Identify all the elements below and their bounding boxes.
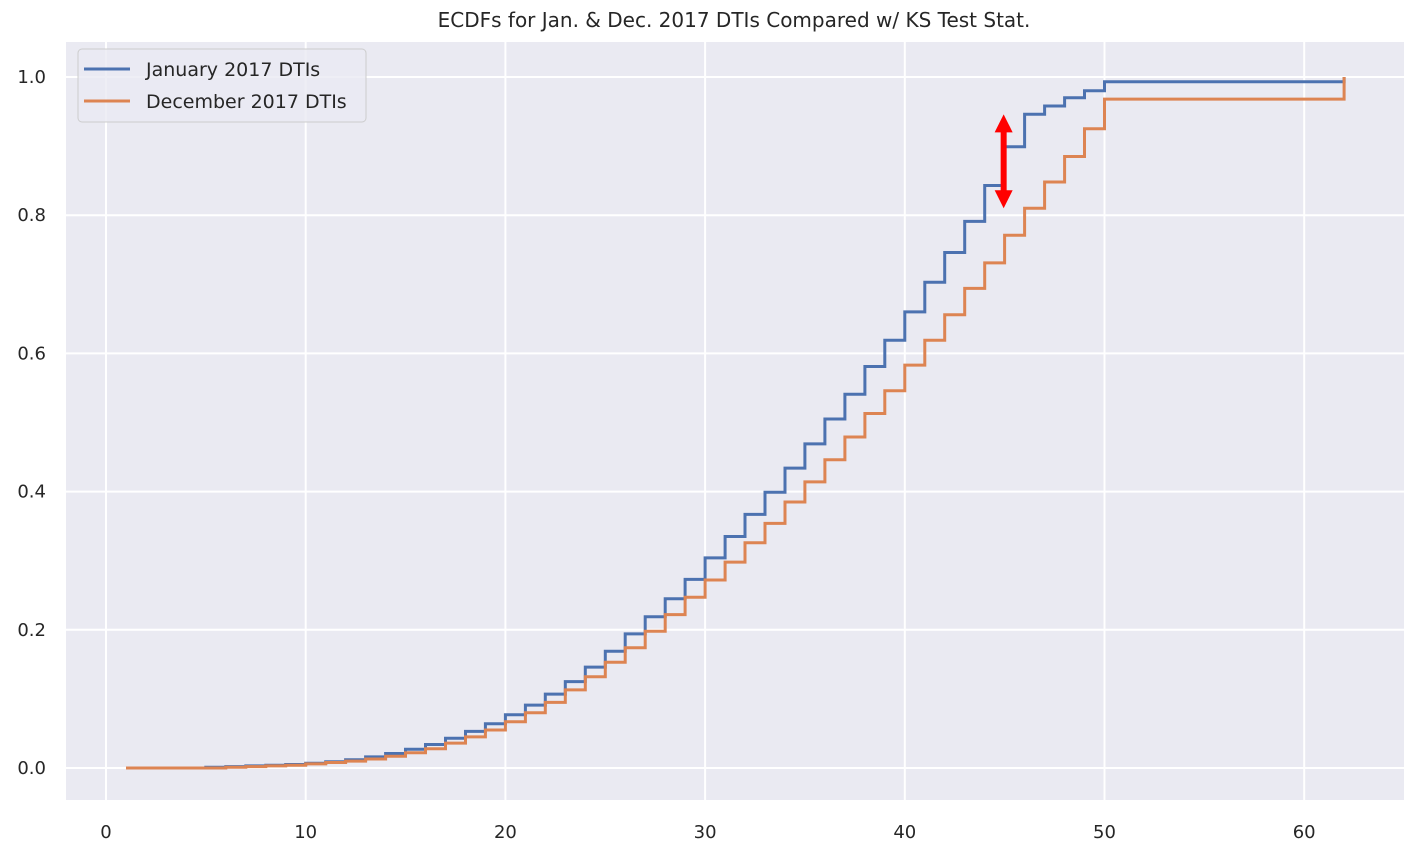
y-tick-label: 1.0: [17, 67, 46, 88]
legend-label-january: January 2017 DTIs: [145, 59, 320, 81]
ks-statistic-annotation: [994, 114, 1013, 209]
ks-arrow-head-up: [994, 114, 1013, 133]
legend-box: [77, 48, 367, 123]
ks-arrow-head-down: [994, 190, 1013, 209]
legend-label-december: December 2017 DTIs: [146, 91, 347, 113]
series-line-december: [126, 77, 1346, 770]
series-lines: [126, 77, 1346, 770]
x-tick-label: 10: [294, 822, 317, 843]
chart-title: ECDFs for Jan. & Dec. 2017 DTIs Compared…: [438, 8, 1031, 32]
x-tick-label: 20: [494, 822, 517, 843]
x-tick-label: 60: [1293, 822, 1316, 843]
grid-lines: [66, 42, 1404, 800]
legend: January 2017 DTIs December 2017 DTIs: [77, 48, 367, 123]
x-tick-label: 40: [893, 822, 916, 843]
y-tick-label: 0.0: [17, 758, 46, 779]
y-tick-label: 0.2: [17, 620, 46, 641]
x-tick-label: 0: [100, 822, 111, 843]
y-tick-label: 0.4: [17, 482, 46, 503]
y-tick-label: 0.6: [17, 343, 46, 364]
plot-area: [66, 42, 1404, 800]
y-tick-label: 0.8: [17, 205, 46, 226]
x-tick-label: 30: [694, 822, 717, 843]
tick-labels: 0 10 20 30 40 50 60 0.0 0.2 0.4 0.6 0.8 1.0: [17, 67, 1315, 843]
x-tick-label: 50: [1093, 822, 1116, 843]
